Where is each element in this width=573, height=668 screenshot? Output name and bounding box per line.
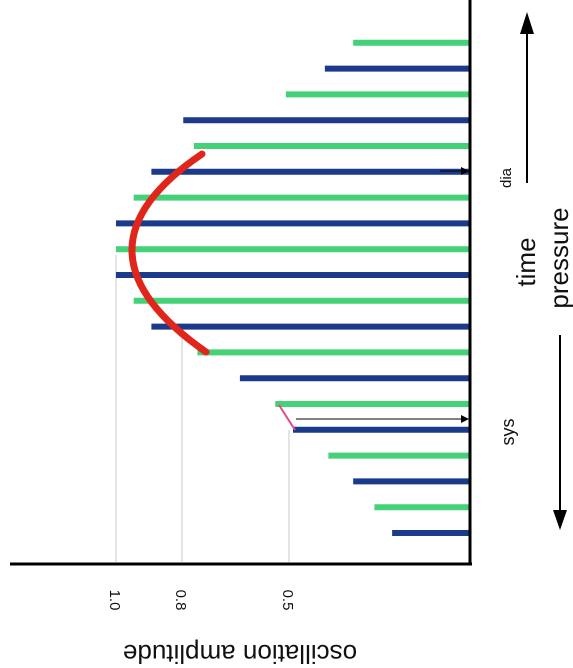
- dia-pointer-arrowhead: [461, 167, 469, 175]
- pressure-arrow-head: [553, 510, 567, 530]
- time-arrow-head: [520, 12, 534, 34]
- tick-label-0-5: 0.5: [279, 590, 296, 611]
- sys-pointer-arrowhead: [461, 415, 469, 423]
- time-label: time: [511, 237, 541, 286]
- tick-label-1-0: 1.0: [106, 590, 123, 611]
- y-axis-label: oscillation amplitude: [123, 639, 357, 668]
- sys-marker-line: [278, 404, 296, 431]
- dia-label: dia: [498, 167, 515, 188]
- pressure-label: pressure: [544, 207, 573, 308]
- tick-label-0-8: 0.8: [172, 590, 189, 611]
- envelope-curve: [128, 150, 210, 356]
- oscillation-bars: [116, 39, 470, 536]
- sys-label: sys: [498, 419, 518, 446]
- gridlines: [115, 255, 290, 562]
